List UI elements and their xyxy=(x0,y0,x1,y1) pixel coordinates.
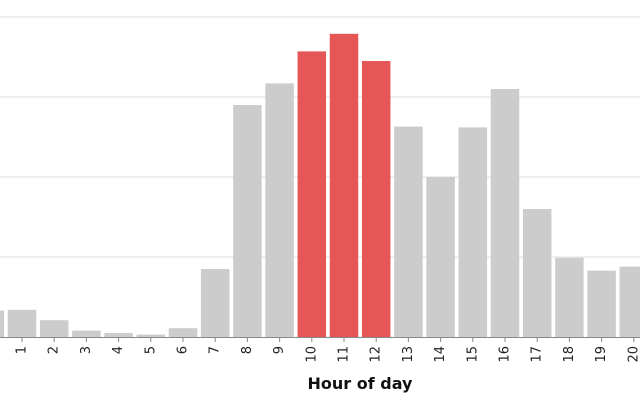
bar-hour-9 xyxy=(265,83,294,338)
x-tick-label: 19 xyxy=(594,346,609,363)
bar-hour-0 xyxy=(0,310,5,337)
bar-hour-10 xyxy=(297,51,327,338)
bars xyxy=(0,33,640,338)
bar-hour-12 xyxy=(361,61,391,337)
bar-hour-7 xyxy=(200,269,230,337)
bar-hour-20 xyxy=(619,266,640,337)
bar-hour-14 xyxy=(426,177,455,337)
x-tick-label: 15 xyxy=(465,346,480,363)
x-tick-label: 8 xyxy=(240,346,255,354)
bar-hour-18 xyxy=(555,257,584,337)
x-tick-label: 6 xyxy=(176,346,191,354)
x-tick-label: 2 xyxy=(47,346,62,354)
x-tick-label: 1 xyxy=(15,346,30,354)
bar-hour-4 xyxy=(104,333,133,337)
x-tick-label: 11 xyxy=(337,346,352,363)
bar-hour-2 xyxy=(39,320,69,337)
bar-hour-1 xyxy=(7,309,37,337)
bar-hour-17 xyxy=(522,209,552,337)
x-axis-ticks: 1 2 3 4 5 6 7 8 9 10 11 12 13 14 15 16 17 18 19 20 xyxy=(15,337,640,363)
x-tick-label: 18 xyxy=(562,346,577,363)
bar-hour-6 xyxy=(168,328,198,337)
bar-hour-8 xyxy=(233,105,262,337)
bar-hour-5 xyxy=(136,334,166,337)
x-tick-label: 12 xyxy=(369,346,384,363)
x-tick-label: 3 xyxy=(79,346,94,354)
x-tick-label: 9 xyxy=(272,346,287,354)
bar-hour-15 xyxy=(458,127,488,338)
bar-hour-3 xyxy=(72,330,101,337)
bar-hour-16 xyxy=(490,89,520,337)
bar-hour-13 xyxy=(394,126,423,337)
x-tick-label: 4 xyxy=(111,346,126,354)
x-tick-label: 14 xyxy=(433,346,448,363)
bar-hour-19 xyxy=(587,270,616,337)
x-tick-label: 13 xyxy=(401,346,416,363)
bar-hour-11 xyxy=(329,33,359,338)
x-axis-title: Hour of day xyxy=(308,374,414,393)
x-tick-label: 16 xyxy=(498,346,513,363)
x-tick-label: 7 xyxy=(208,346,223,354)
x-tick-label: 5 xyxy=(143,346,158,354)
x-tick-label: 20 xyxy=(626,346,640,363)
x-tick-label: 17 xyxy=(530,346,545,363)
x-tick-label: 10 xyxy=(304,346,319,363)
